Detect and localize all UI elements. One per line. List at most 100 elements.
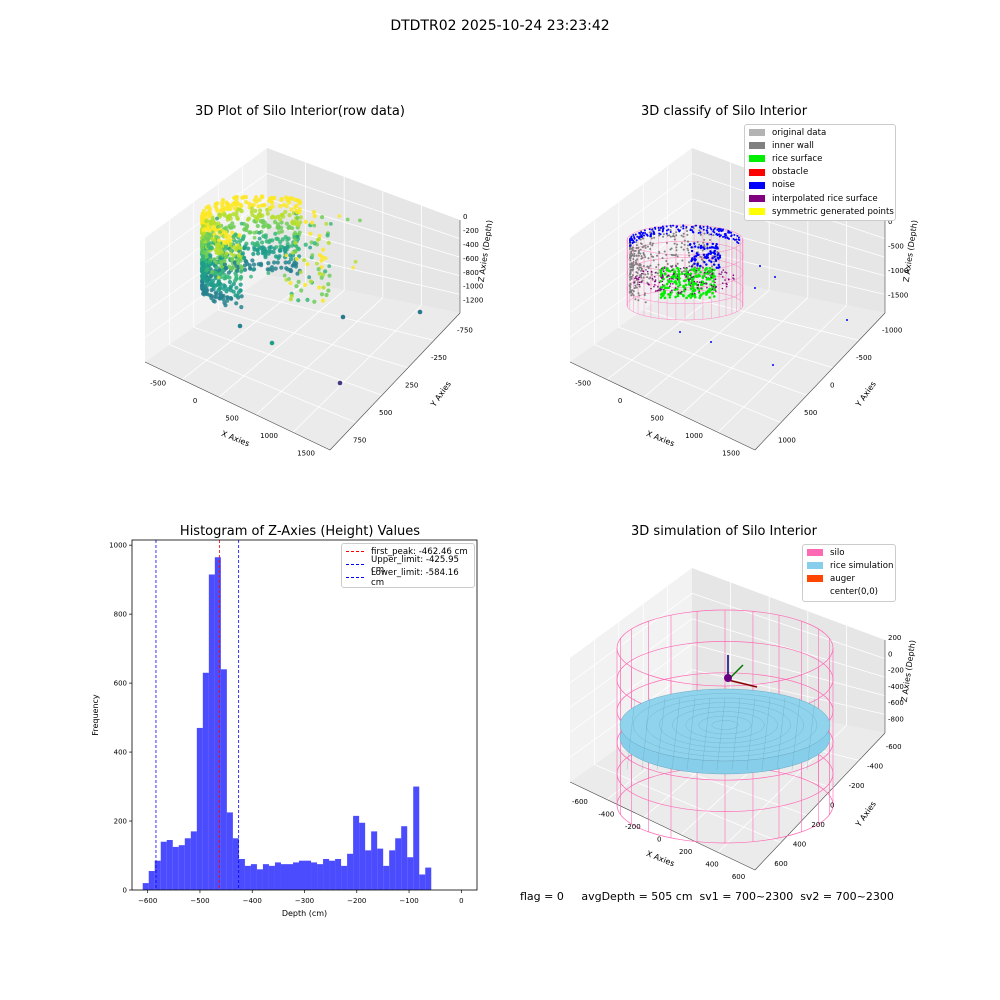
raw-data-point	[312, 214, 317, 219]
noise-point	[727, 231, 730, 234]
interpolated-point	[671, 269, 673, 271]
inner-wall-point	[633, 264, 636, 267]
raw-outlier-point	[269, 340, 275, 346]
rice-surface-point	[712, 295, 716, 298]
raw-data-point	[232, 278, 238, 283]
raw-data-point	[227, 234, 232, 239]
histogram-bar	[154, 860, 161, 890]
interpolated-point	[714, 278, 717, 281]
raw-data-point	[226, 270, 231, 275]
raw-data-point	[219, 264, 224, 269]
x-tick-label: −400	[243, 897, 262, 905]
inner-wall-point	[675, 246, 678, 249]
interpolated-point	[689, 269, 691, 271]
noise-point	[717, 230, 720, 233]
raw-data-point	[278, 204, 283, 209]
inner-wall-point	[675, 231, 678, 234]
sim-z-tick-label: -600	[888, 699, 904, 707]
rice-surface-point	[708, 296, 712, 299]
sim-grid-line	[569, 618, 693, 708]
rice-mesh-ring	[698, 715, 752, 735]
inner-wall-point	[629, 252, 632, 255]
noise-point	[718, 233, 721, 236]
raw-data-point	[222, 213, 227, 218]
raw-grid-line	[255, 297, 384, 416]
cls-z-axis-label: Z Axies (Depth)	[902, 219, 920, 282]
raw-data-point	[239, 209, 244, 214]
raw-data-point	[326, 240, 331, 245]
sim-y-tick-label: 0	[830, 802, 834, 810]
inner-wall-point	[644, 256, 647, 259]
noise-point	[714, 258, 717, 261]
raw-x-axis-label: X Axies	[220, 429, 251, 448]
rice-mesh-line	[641, 697, 651, 771]
raw-data-point	[317, 285, 322, 290]
raw-data-point	[216, 275, 221, 280]
cls-x-tick-label: 0	[618, 397, 622, 405]
sim-grid-line	[569, 593, 693, 684]
inner-wall-point	[672, 232, 675, 235]
interpolated-point	[686, 266, 688, 269]
inner-wall-point	[647, 257, 650, 260]
histogram-bar	[220, 669, 227, 890]
raw-data-point	[305, 262, 310, 267]
raw-data-point	[232, 245, 237, 250]
cls-grid-line	[691, 223, 886, 277]
interpolated-point	[711, 272, 714, 275]
legend-label: noise	[772, 180, 795, 191]
raw-data-point	[358, 218, 362, 223]
inner-wall-point	[644, 246, 647, 249]
noise-point	[641, 232, 644, 235]
raw-data-point	[209, 288, 214, 293]
inner-wall-point	[644, 292, 647, 295]
interpolated-point	[732, 274, 735, 277]
raw-data-point	[234, 240, 239, 244]
inner-wall-point	[663, 250, 666, 253]
interpolated-point	[654, 279, 657, 281]
raw-data-point	[199, 269, 205, 274]
inner-wall-point	[640, 269, 643, 272]
interpolated-point	[693, 280, 696, 283]
interpolated-point	[673, 272, 675, 275]
noise-point	[646, 234, 649, 237]
histogram-bar	[244, 865, 251, 890]
inner-wall-point	[681, 259, 684, 262]
rice-surface-point	[685, 270, 688, 273]
inner-wall-point	[646, 276, 649, 279]
sim-z-tick-label: 200	[888, 634, 901, 642]
rice-surface-point	[676, 266, 679, 270]
raw-data-point	[212, 270, 218, 275]
rice-surface-point	[659, 268, 663, 272]
noise-point	[661, 230, 664, 233]
histogram-bar	[293, 862, 300, 890]
inner-wall-point	[633, 252, 636, 255]
raw-data-point	[288, 268, 293, 273]
rice-surface-point	[704, 291, 708, 294]
noise-point	[738, 238, 741, 241]
raw-data-point	[257, 236, 262, 241]
sim-y-tick-label: -200	[849, 782, 865, 790]
histogram-bar	[172, 846, 179, 890]
raw-data-point	[206, 210, 211, 215]
inner-wall-point	[650, 273, 653, 276]
inner-wall-point	[647, 267, 650, 270]
raw-data-point	[327, 273, 332, 278]
histogram-bar	[353, 815, 360, 890]
noise-point	[644, 231, 647, 234]
raw-data-point	[275, 260, 280, 265]
noise-point	[702, 228, 705, 231]
histogram-bar	[389, 850, 396, 890]
rice-surface-point	[676, 294, 680, 298]
raw-data-point	[290, 263, 295, 268]
legend-entry: auger	[803, 572, 895, 585]
noise-point	[690, 246, 693, 249]
inner-wall-point	[640, 255, 643, 258]
raw-data-point	[214, 260, 219, 265]
raw-data-point	[303, 282, 308, 288]
interpolated-point	[661, 267, 663, 270]
noise-point	[699, 265, 702, 268]
histogram-bar	[347, 853, 354, 890]
noise-point	[665, 232, 668, 235]
raw-data-point	[328, 222, 333, 226]
raw-data-point	[284, 204, 289, 209]
